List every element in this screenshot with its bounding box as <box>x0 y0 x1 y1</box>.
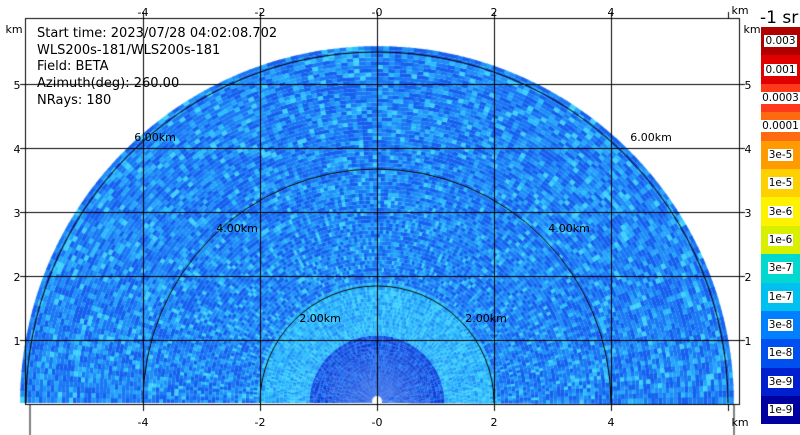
ring-label-2km-left: 2.00km <box>299 312 341 325</box>
y-tick-left: 5 <box>14 79 21 92</box>
legend-swatch: 3e-8 <box>761 310 800 340</box>
legend-swatch: 1e-7 <box>761 282 800 311</box>
y-tick-left: 2 <box>14 271 21 284</box>
x-tick-bottom: 2 <box>491 416 498 429</box>
legend-label: 3e-7 <box>767 262 794 275</box>
legend-label: 0.003 <box>764 35 797 48</box>
legend-label: 3e-9 <box>767 375 794 388</box>
x-tick-top: -2 <box>255 6 266 19</box>
ring-label-4km-right: 4.00km <box>548 222 590 235</box>
x-tick-bottom: -2 <box>255 416 266 429</box>
ring-label-6km-left: 6.00km <box>134 131 176 144</box>
legend-swatch: 0.0001 <box>761 112 800 141</box>
legend-swatch: 3e-6 <box>761 197 800 226</box>
legend-label: 0.0003 <box>761 91 800 104</box>
legend-swatch: 1e-9 <box>761 396 800 425</box>
x-unit-bottom: km <box>731 416 748 429</box>
x-tick-bottom: -0 <box>372 416 383 429</box>
x-tick-bottom: 4 <box>608 416 615 429</box>
legend-label: 3e-8 <box>767 319 794 332</box>
x-tick-top: -0 <box>372 6 383 19</box>
y-tick-right: 1 <box>745 335 752 348</box>
y-unit-right: km <box>743 23 760 36</box>
start-time-text: Start time: 2023/07/28 04:02:08.702 <box>37 26 278 41</box>
x-unit-top: km <box>731 4 748 17</box>
x-tick-top: -4 <box>138 6 149 19</box>
legend-swatch: 3e-7 <box>761 254 800 283</box>
legend-swatch: 1e-8 <box>761 339 800 368</box>
x-tick-top: 2 <box>491 6 498 19</box>
y-tick-left: 1 <box>14 335 21 348</box>
ring-label-4km-left: 4.00km <box>216 222 258 235</box>
field-text: Field: BETA <box>37 59 109 74</box>
legend-title: -1 sr <box>760 8 799 28</box>
legend-label: 1e-6 <box>767 233 794 246</box>
legend-swatch: 1e-5 <box>761 168 800 198</box>
legend-swatch: 3e-5 <box>761 140 800 169</box>
y-tick-right: 4 <box>745 143 752 156</box>
y-tick-right: 3 <box>745 207 752 220</box>
legend-swatch: 0.003 <box>761 27 800 56</box>
y-unit-left: km <box>5 23 22 36</box>
legend-label: 1e-7 <box>767 290 794 303</box>
legend-label: 1e-8 <box>767 347 794 360</box>
legend-label: 0.0001 <box>761 120 800 133</box>
legend-label: 1e-5 <box>767 177 794 190</box>
y-tick-right: 2 <box>745 271 752 284</box>
legend-label: 0.001 <box>764 63 797 76</box>
legend-swatch: 3e-9 <box>761 367 800 397</box>
legend-label: 3e-6 <box>767 205 794 218</box>
azimuth-text: Azimuth(deg): 260.00 <box>37 76 180 91</box>
legend-swatch: 1e-6 <box>761 225 800 255</box>
y-tick-left: 4 <box>14 143 21 156</box>
instrument-text: WLS200s-181/WLS200s-181 <box>37 43 221 58</box>
y-tick-right: 5 <box>745 79 752 92</box>
legend-swatch: 0.0003 <box>761 83 800 113</box>
ring-label-2km-right: 2.00km <box>465 312 507 325</box>
y-tick-left: 3 <box>14 207 21 220</box>
legend-swatch: 0.001 <box>761 55 800 84</box>
legend-label: 3e-5 <box>767 148 794 161</box>
x-tick-bottom: -4 <box>138 416 149 429</box>
nrays-text: NRays: 180 <box>37 93 112 108</box>
ring-label-6km-right: 6.00km <box>630 131 672 144</box>
legend-label: 1e-9 <box>767 404 794 417</box>
x-tick-top: 4 <box>608 6 615 19</box>
color-legend: 0.003 0.001 0.0003 0.0001 3e-5 1e-5 3e-6 1e-6 3e… <box>761 27 800 425</box>
